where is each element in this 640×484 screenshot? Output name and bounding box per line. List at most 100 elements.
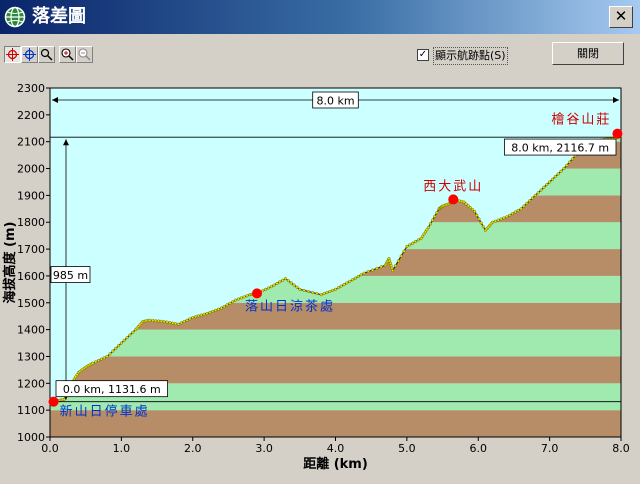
trackpoint <box>479 221 483 225</box>
trackpoint <box>542 185 546 189</box>
trackpoint <box>231 300 235 304</box>
trackpoint <box>302 288 306 292</box>
magnifier-tool[interactable] <box>38 46 55 63</box>
zoom-in-icon <box>61 48 74 61</box>
trackpoint <box>416 238 420 242</box>
trackpoint <box>402 249 406 253</box>
trackpoint <box>289 281 293 285</box>
trackpoint <box>236 297 240 301</box>
trackpoint <box>571 157 575 161</box>
trackpoint <box>345 281 349 285</box>
crosshair-blue-icon <box>23 48 36 61</box>
toolbar: ✓ 顯示航跡點(S) 關閉 <box>0 34 640 80</box>
trackpoint <box>522 204 526 208</box>
x-axis-label: 距離 (km) <box>303 456 368 472</box>
elevation-profile-chart[interactable]: 1000 1100 1200 1300 1400 1500 1600 1700 1800 1900… <box>0 80 640 480</box>
y-tick-label: 1700 <box>17 243 45 256</box>
trackpoint <box>319 293 323 297</box>
trackpoint <box>464 202 468 206</box>
crosshair-red-tool[interactable] <box>4 46 21 63</box>
y-tick-label: 1200 <box>17 377 45 390</box>
start-readout-label: 0.0 km, 1131.6 m <box>63 383 161 396</box>
trackpoint <box>331 288 335 292</box>
trackpoint <box>525 201 529 205</box>
trackpoint <box>499 217 503 221</box>
trackpoint <box>96 359 100 363</box>
y-tick-label: 2300 <box>17 82 45 95</box>
gain-arrow-head-top <box>63 139 69 146</box>
crosshair-blue-tool[interactable] <box>21 46 38 63</box>
trackpoint <box>306 289 310 293</box>
trackpoint <box>228 301 232 305</box>
trackpoint <box>171 321 175 325</box>
x-tick-label: 4.0 <box>327 442 345 455</box>
trackpoint <box>261 289 265 293</box>
total-distance-label: 8.0 km <box>316 95 354 108</box>
y-tick-label: 2000 <box>17 163 45 176</box>
title-bar[interactable]: 落差圖 ✕ <box>0 0 640 34</box>
trackpoint <box>553 175 557 179</box>
trackpoint <box>108 352 112 356</box>
trackpoint <box>222 304 226 308</box>
zoom-in-tool[interactable] <box>59 46 76 63</box>
trackpoint <box>516 208 520 212</box>
close-dialog-button[interactable]: 關閉 <box>552 42 624 65</box>
trackpoint <box>311 291 315 295</box>
trackpoint <box>339 284 343 288</box>
trackpoint <box>481 224 485 228</box>
start-readout-label-box <box>55 380 168 398</box>
trackpoint <box>114 346 118 350</box>
trackpoint <box>362 271 366 275</box>
trackpoint <box>159 319 163 323</box>
x-tick-label: 3.0 <box>255 442 273 455</box>
end-readout-label: 8.0 km, 2116.7 m <box>511 142 609 155</box>
trackpoint <box>531 196 535 200</box>
trackpoint <box>325 291 329 295</box>
show-trackpoints-label[interactable]: 顯示航跡點(S) <box>433 47 508 65</box>
trackpoint <box>196 314 200 318</box>
trackpoint <box>239 296 243 300</box>
trackpoint <box>359 273 363 277</box>
waypoint-marker <box>448 194 459 205</box>
trackpoint <box>162 320 166 324</box>
trackpoint <box>225 303 229 307</box>
trackpoint <box>371 268 375 272</box>
trackpoint <box>119 341 123 345</box>
trackpoint <box>568 160 572 164</box>
trackpoint <box>351 278 355 282</box>
trackpoint <box>342 282 346 286</box>
trackpoint <box>511 212 515 216</box>
trackpoint <box>245 294 249 298</box>
trackpoint <box>356 274 360 278</box>
y-tick-label: 1800 <box>17 216 45 229</box>
y-tick-label: 2200 <box>17 109 45 122</box>
trackpoint <box>565 163 569 167</box>
x-tick-label: 1.0 <box>113 442 131 455</box>
trackpoint <box>234 298 238 302</box>
trackpoint <box>508 213 512 217</box>
trackpoint <box>354 276 358 280</box>
x-tick-label: 7.0 <box>541 442 559 455</box>
waypoint-marker <box>612 128 623 139</box>
x-tick-label: 2.0 <box>184 442 202 455</box>
trackpoint <box>176 322 180 326</box>
trackpoint <box>435 211 439 215</box>
terrain-band <box>50 410 621 437</box>
trackpoint <box>336 286 340 290</box>
trackpoint <box>428 222 432 226</box>
distance-arrow-head-left <box>52 97 58 103</box>
trackpoint <box>419 236 423 240</box>
trackpoint <box>168 321 172 325</box>
trackpoint <box>208 310 212 314</box>
window-close-button[interactable]: ✕ <box>609 6 633 28</box>
trackpoint <box>466 204 470 208</box>
show-trackpoints-checkbox[interactable]: ✓ <box>417 49 429 61</box>
trackpoint <box>111 349 115 353</box>
trackpoint <box>105 355 109 359</box>
y-tick-label: 1000 <box>17 431 45 444</box>
y-tick-label: 1100 <box>17 404 45 417</box>
trackpoint <box>194 315 198 319</box>
zoom-out-tool[interactable] <box>76 46 93 63</box>
trackpoint <box>125 336 129 340</box>
